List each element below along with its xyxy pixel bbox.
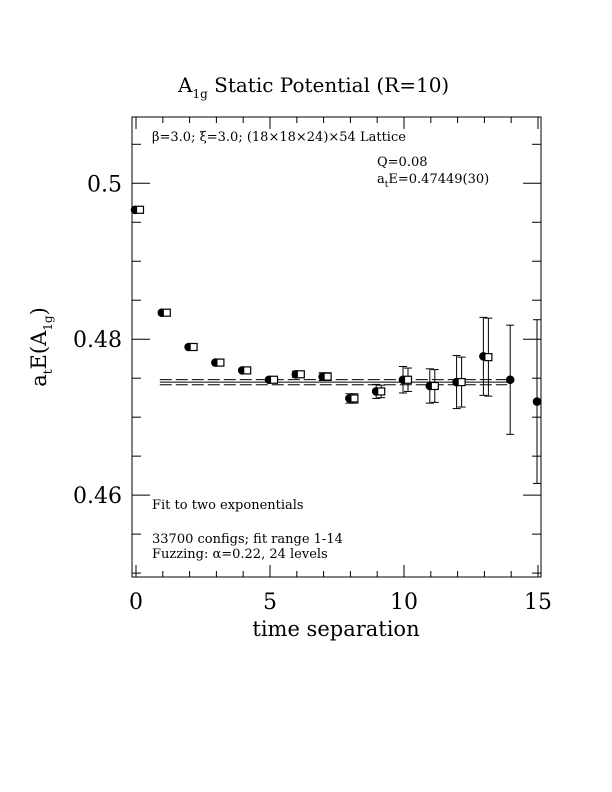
annotation-lattice: β=3.0; ξ=3.0; (18×18×24)×54 Lattice [152, 130, 406, 145]
x-tick-label: 10 [390, 590, 418, 615]
ylabel-suffix: ) [27, 307, 51, 315]
y-tick-label: 0.5 [87, 172, 122, 197]
data-point-square [296, 370, 305, 379]
annotation-energy: atE=0.47449(30) [377, 172, 489, 190]
data-points [130, 205, 542, 484]
annotation-fit-type: Fit to two exponentials [152, 498, 304, 513]
data-point-circle [505, 375, 515, 385]
data-point-square [323, 372, 332, 381]
annotation-fuzzing: Fuzzing: α=0.22, 24 levels [152, 547, 328, 562]
plot-frame [131, 116, 542, 578]
annotation-configs: 33700 configs; fit range 1-14 [152, 532, 343, 547]
data-point-square [350, 394, 359, 403]
ylabel-prefix: a [27, 374, 51, 387]
energy-rest: E=0.47449(30) [388, 172, 489, 187]
data-point-square [135, 205, 145, 214]
data-point-square [403, 375, 413, 384]
x-axis-label: time separation [252, 617, 419, 641]
data-point-square [377, 387, 386, 396]
y-axis-label: atE(A1g) [27, 307, 55, 387]
ylabel-mid-sub: 1g [41, 315, 55, 331]
data-point-square [457, 377, 466, 387]
data-point-square [243, 366, 252, 375]
y-tick-label: 0.46 [73, 484, 122, 509]
axis-ticks [132, 117, 541, 577]
data-point-square [189, 342, 198, 352]
title-rest: Static Potential (R=10) [208, 73, 449, 97]
data-point-square [216, 358, 225, 367]
data-point-square [430, 381, 439, 391]
annotation-q: Q=0.08 [377, 155, 428, 170]
data-point-square [484, 353, 493, 362]
x-tick-label: 15 [524, 590, 552, 615]
title-main: A [177, 73, 193, 97]
data-point-square [269, 375, 279, 384]
fit-band [159, 379, 508, 386]
data-point-circle [532, 397, 542, 406]
data-point-square [162, 308, 171, 317]
energy-prefix: a [377, 172, 385, 187]
x-tick-label: 0 [129, 590, 143, 615]
axis-tick-labels: 0 5 10 15 0.46 0.48 0.5 [73, 172, 552, 615]
y-tick-label: 0.48 [73, 328, 122, 353]
x-tick-label: 5 [263, 590, 277, 615]
chart-title: A1g Static Potential (R=10) [177, 73, 449, 101]
energy-subscript: t [385, 180, 389, 190]
ylabel-prefix-sub: t [41, 369, 55, 374]
title-subscript: 1g [192, 87, 208, 101]
ylabel-mid: E(A [27, 330, 51, 370]
